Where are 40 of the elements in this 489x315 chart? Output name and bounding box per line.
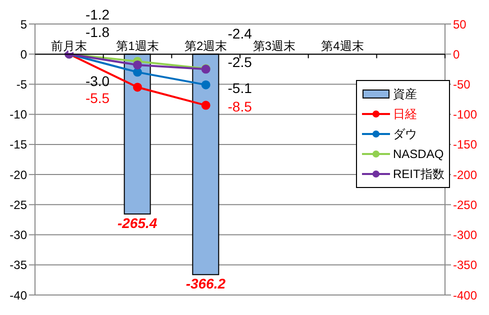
y-tick-label: 0 [20, 47, 28, 62]
x-tick-label: 第2週末 [184, 39, 228, 54]
y2-tick-label: -300 [453, 228, 478, 242]
y-tick-label: -30 [10, 228, 28, 242]
data-label: -5.1 [228, 80, 252, 96]
x-tick-label: 第4週末 [321, 39, 364, 54]
data-label: -265.4 [117, 214, 158, 231]
legend-label: REIT指数 [393, 166, 444, 182]
data-label: -2.4 [228, 26, 252, 42]
legend-label: 資産 [393, 86, 417, 102]
y2-tick-label: -350 [453, 258, 478, 272]
y-tick-label: -5 [16, 77, 28, 92]
y2-tick-label: -150 [453, 138, 478, 152]
x-tick-label: 第1週末 [116, 39, 159, 54]
y-tick-label: -15 [10, 138, 28, 152]
data-label: -1.2 [85, 6, 110, 22]
data-label: -1.8 [85, 24, 110, 40]
y-tick-label: -35 [10, 258, 28, 272]
y2-tick-label: 0 [453, 47, 460, 62]
y-tick-label: -10 [10, 108, 28, 122]
data-label: -3.0 [85, 73, 110, 90]
data-label: -2.5 [228, 54, 252, 70]
data-label: -366.2 [186, 276, 226, 292]
y-tick-label: -25 [10, 198, 28, 212]
x-tick-label: 第3週末 [252, 39, 296, 54]
legend-label: NASDAQ [393, 147, 444, 161]
y2-tick-label: 50 [453, 17, 467, 32]
data-label: -8.5 [228, 98, 252, 114]
y2-tick-label: -50 [453, 77, 471, 92]
x-tick-label: 前月末 [51, 39, 88, 54]
y2-tick-label: -200 [453, 168, 478, 182]
legend-label: ダウ [393, 126, 417, 142]
legend-label: 日経 [393, 106, 417, 122]
y-tick-label: -20 [10, 168, 28, 182]
y2-tick-label: -400 [453, 288, 478, 302]
y2-tick-label: -250 [453, 198, 478, 212]
data-label: -5.5 [85, 90, 110, 106]
y2-tick-label: -100 [453, 108, 478, 122]
y-tick-label: -40 [10, 288, 28, 302]
y-tick-label: 5 [20, 17, 28, 32]
